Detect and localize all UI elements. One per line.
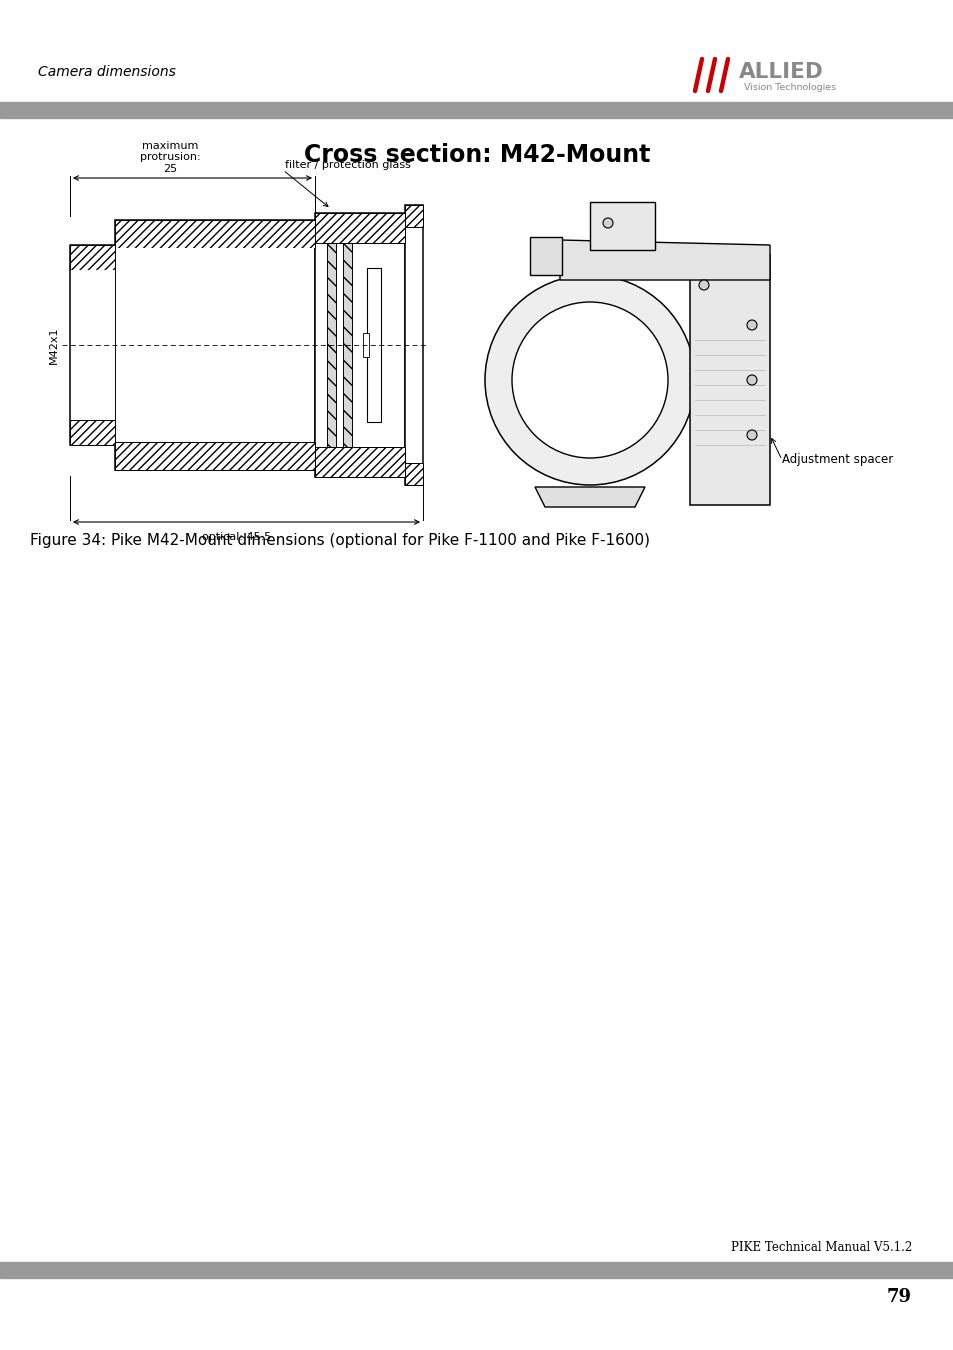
Bar <box>363 333 369 356</box>
Bar <box>405 205 422 485</box>
Bar <box>314 447 405 477</box>
Circle shape <box>512 302 667 458</box>
Text: Adjustment spacer: Adjustment spacer <box>781 454 892 467</box>
Bar <box>367 269 380 423</box>
Bar <box>70 244 115 270</box>
Circle shape <box>484 275 695 485</box>
Bar <box>0 103 953 117</box>
Circle shape <box>746 375 757 385</box>
Text: Vision Technologies: Vision Technologies <box>743 82 835 92</box>
Circle shape <box>746 431 757 440</box>
Bar <box>115 441 314 470</box>
Text: 79: 79 <box>886 1288 911 1305</box>
Text: Camera dimensions: Camera dimensions <box>38 65 175 80</box>
Bar <box>115 220 314 248</box>
Polygon shape <box>535 487 644 508</box>
Bar <box>530 238 561 275</box>
Text: filter / protection glass: filter / protection glass <box>285 161 411 170</box>
Bar <box>689 255 769 505</box>
Bar <box>315 243 403 447</box>
Text: Cross section: M42-Mount: Cross section: M42-Mount <box>303 143 650 167</box>
Text: Figure 34: Pike M42-Mount dimensions (optional for Pike F-1100 and Pike F-1600): Figure 34: Pike M42-Mount dimensions (op… <box>30 532 649 548</box>
Bar <box>405 205 422 227</box>
Text: M42x1: M42x1 <box>49 327 59 363</box>
Text: ALLIED: ALLIED <box>739 62 822 82</box>
Polygon shape <box>559 240 769 279</box>
Bar <box>314 213 405 243</box>
Bar <box>343 243 352 447</box>
Circle shape <box>602 217 613 228</box>
Bar <box>314 213 405 477</box>
Bar <box>116 248 314 441</box>
Bar <box>405 463 422 485</box>
Bar <box>0 1262 953 1278</box>
Text: optical: 45.5: optical: 45.5 <box>202 532 271 541</box>
Bar <box>115 220 314 470</box>
Bar <box>70 420 115 446</box>
Bar <box>71 270 115 420</box>
Bar <box>70 244 115 446</box>
Circle shape <box>699 279 708 290</box>
Bar <box>589 202 655 250</box>
Text: PIKE Technical Manual V5.1.2: PIKE Technical Manual V5.1.2 <box>730 1241 911 1254</box>
Circle shape <box>746 320 757 329</box>
Text: maximum
protrusion:
25: maximum protrusion: 25 <box>140 140 200 174</box>
Bar <box>327 243 335 447</box>
